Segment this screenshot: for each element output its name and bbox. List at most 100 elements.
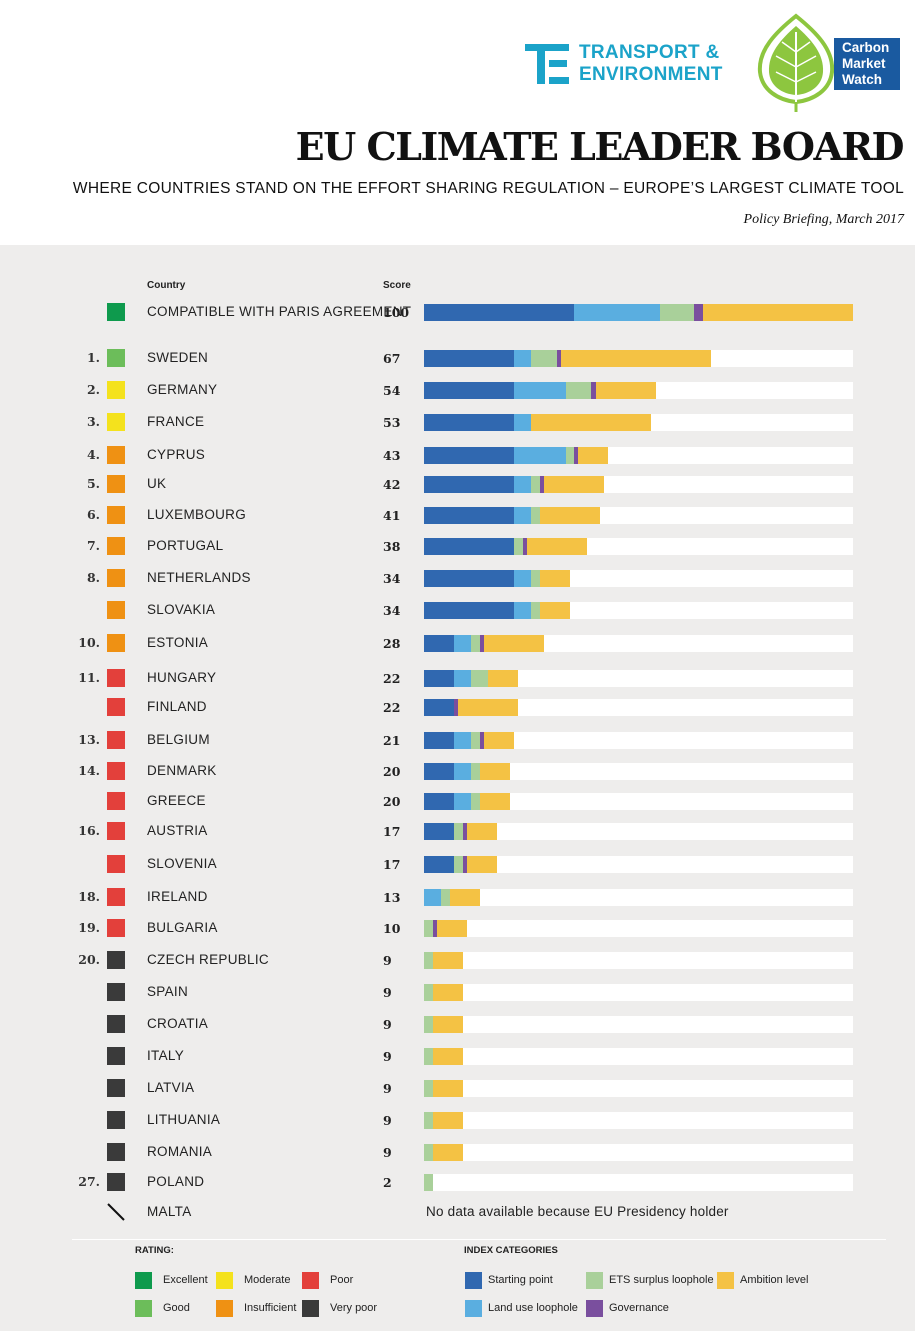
legend-swatch-starting-point (465, 1272, 482, 1289)
legend-swatch-excellent (135, 1272, 152, 1289)
score-value: 43 (383, 448, 401, 463)
bar-segment-starting-point (424, 570, 515, 587)
rating-swatch (107, 983, 125, 1001)
score-value: 9 (383, 1113, 392, 1128)
bar-segment-governance (479, 732, 485, 749)
bar-segment-ambition-level (702, 304, 853, 321)
bar-segment-starting-point (424, 732, 455, 749)
score-bar-track (424, 635, 853, 652)
row-rank: 16. (78, 823, 100, 838)
country-name: ITALY (147, 1048, 185, 1063)
row-rank: 20. (78, 952, 100, 967)
row-rank: 8. (86, 570, 100, 585)
rating-swatch (107, 855, 125, 873)
country-name: POLAND (147, 1174, 205, 1189)
score-bar-track (424, 1048, 853, 1065)
bar-segment-starting-point (424, 856, 455, 873)
te-logo-line1: TRANSPORT & (579, 42, 720, 63)
rating-swatch (107, 1111, 125, 1129)
row-rank: 6. (86, 507, 100, 522)
country-name: GREECE (147, 793, 206, 808)
rating-swatch (107, 475, 125, 493)
bar-segment-ambition-level (432, 1048, 463, 1065)
legend-swatch-moderate (216, 1272, 233, 1289)
bar-segment-ambition-level (466, 823, 497, 840)
country-name: BULGARIA (147, 920, 218, 935)
row-rank: 2. (86, 382, 100, 397)
rating-swatch (107, 669, 125, 687)
no-data-note: No data available because EU Presidency … (426, 1204, 729, 1219)
policy-note: Policy Briefing, March 2017 (743, 212, 904, 227)
bar-segment-ambition-level (488, 670, 519, 687)
bar-segment-land-use-loophole (514, 382, 566, 399)
score-value: 17 (383, 857, 401, 872)
bar-segment-governance (539, 476, 545, 493)
cmw-logo-line: Market (842, 56, 886, 71)
bar-segment-ambition-level (526, 538, 587, 555)
bar-segment-starting-point (424, 350, 515, 367)
bar-segment-ets-surplus-loophole (531, 476, 540, 493)
score-value: 9 (383, 1081, 392, 1096)
country-name: LITHUANIA (147, 1112, 221, 1127)
score-value: 9 (383, 1145, 392, 1160)
cmw-logo-line: Watch (842, 72, 882, 87)
rating-swatch (107, 413, 125, 431)
legend-swatch-very-poor (302, 1300, 319, 1317)
legend-label: Moderate (244, 1274, 291, 1286)
score-value: 9 (383, 1017, 392, 1032)
score-value: 41 (383, 508, 401, 523)
bar-segment-ets-surplus-loophole (424, 1174, 433, 1191)
bar-segment-ambition-level (432, 1112, 463, 1129)
bar-segment-ambition-level (539, 602, 570, 619)
rating-swatch (107, 506, 125, 524)
country-name: GERMANY (147, 382, 218, 397)
bar-segment-land-use-loophole (424, 889, 442, 906)
bar-segment-starting-point (424, 670, 455, 687)
leaf-logo-icon (757, 13, 835, 112)
score-bar-track (424, 382, 853, 399)
bar-segment-starting-point (424, 602, 515, 619)
score-bar-track (424, 1016, 853, 1033)
score-value: 9 (383, 985, 392, 1000)
bar-segment-governance (556, 350, 562, 367)
rating-swatch (107, 919, 125, 937)
score-bar-track (424, 699, 853, 716)
rating-swatch (107, 1015, 125, 1033)
cmw-logo-line: Carbon (842, 40, 890, 55)
rating-swatch (107, 1047, 125, 1065)
bar-segment-ambition-level (432, 1144, 463, 1161)
country-name: CROATIA (147, 1016, 209, 1031)
country-name: FRANCE (147, 414, 205, 429)
rating-swatch (107, 951, 125, 969)
column-header-score: Score (383, 280, 411, 291)
bar-segment-governance (522, 538, 527, 555)
score-value: 21 (383, 733, 401, 748)
row-rank: 7. (86, 538, 100, 553)
bar-segment-starting-point (424, 699, 455, 716)
bar-segment-ambition-level (432, 984, 463, 1001)
score-bar-track (424, 823, 853, 840)
te-logo-icon (525, 44, 569, 84)
country-name: DENMARK (147, 763, 217, 778)
score-bar-track (424, 476, 853, 493)
legend-swatch-land-use-loophole (465, 1300, 482, 1317)
legend-swatch-good (135, 1300, 152, 1317)
rating-swatch (107, 601, 125, 619)
bar-segment-starting-point (424, 304, 575, 321)
bar-segment-ambition-level (544, 476, 605, 493)
country-name: SLOVAKIA (147, 602, 216, 617)
country-name: LUXEMBOURG (147, 507, 247, 522)
column-header-country: Country (147, 280, 186, 291)
bar-segment-starting-point (424, 476, 515, 493)
rating-swatch (107, 1143, 125, 1161)
rating-swatch (107, 569, 125, 587)
bar-segment-land-use-loophole (454, 635, 472, 652)
bar-segment-ambition-level (539, 570, 570, 587)
rating-swatch (107, 349, 125, 367)
bar-segment-starting-point (424, 763, 455, 780)
rating-swatch (107, 303, 125, 321)
bar-segment-governance (454, 699, 459, 716)
country-name: UK (147, 476, 167, 491)
legend-swatch-ambition-level (717, 1272, 734, 1289)
legend-swatch-poor (302, 1272, 319, 1289)
